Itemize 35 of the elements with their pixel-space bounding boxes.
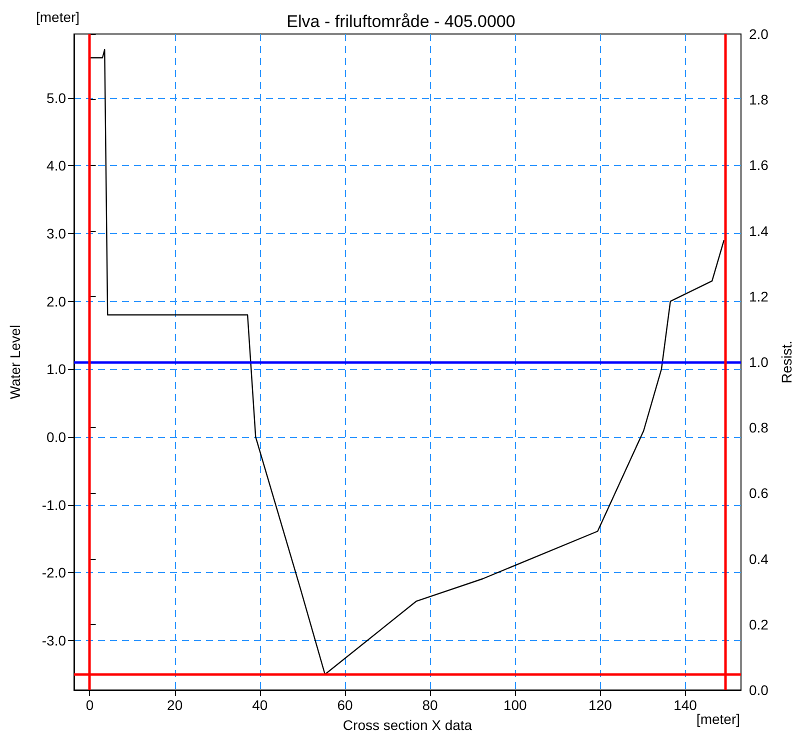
x-tick-label: 100 (503, 697, 528, 713)
x-tick-label: 140 (674, 697, 698, 713)
y2-tick-label: 0.4 (749, 550, 769, 567)
y-tick-label: -3.0 (42, 632, 66, 648)
text: [meter] (696, 711, 740, 727)
y-tick-label: -2.0 (42, 564, 66, 581)
y2-tick-label: 1.4 (749, 222, 769, 239)
y2-tick-label: 0.8 (749, 420, 769, 436)
x-tick-label: 60 (337, 697, 353, 713)
y-tick-label: 0.0 (46, 428, 66, 445)
y-axis-title: Water Level (7, 324, 23, 400)
y2-tick-label: 1.6 (749, 157, 769, 174)
x-tick-label: 0 (86, 697, 94, 713)
chart-title: Elva - friluftområde - 405.0000 (286, 12, 516, 31)
y2-tick-label: 1.0 (749, 354, 769, 370)
line-series (89, 49, 725, 675)
y2-axis-title: Resist. (778, 340, 794, 384)
y-tick-label: 4.0 (46, 158, 66, 174)
y-tick-label: 2.0 (46, 293, 66, 310)
y2-tick-label: 0.0 (749, 682, 769, 698)
x-tick-label: 40 (252, 697, 268, 713)
x-tick-label: 80 (422, 697, 438, 713)
y2-tick-label: 0.2 (749, 616, 769, 632)
x-axis-title: Cross section X data (342, 717, 472, 733)
y-tick-label: 5.0 (46, 90, 66, 106)
y-tick-label: -1.0 (42, 496, 66, 513)
y2-tick-label: 1.2 (749, 288, 769, 304)
text: [meter] (36, 9, 80, 25)
x-tick-label: 120 (588, 697, 612, 713)
y2-tick-label: 2.0 (749, 26, 769, 42)
y2-tick-label: 0.6 (749, 485, 769, 502)
y2-tick-label: 1.8 (749, 92, 769, 108)
y-tick-label: 1.0 (46, 361, 66, 378)
x-tick-label: 20 (167, 697, 183, 713)
y-tick-label: 3.0 (46, 225, 66, 242)
